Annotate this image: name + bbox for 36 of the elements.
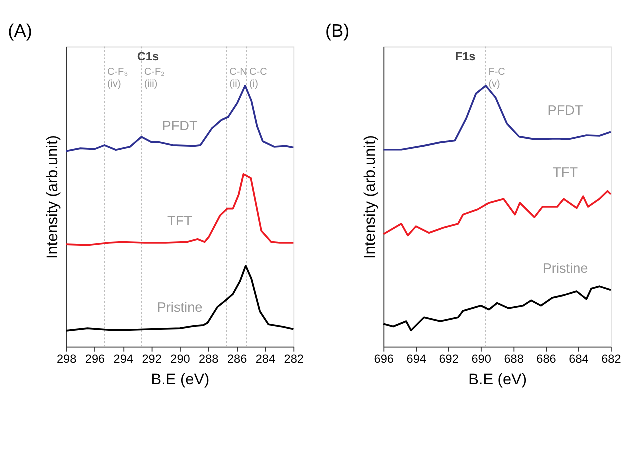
x-tick-label: 298 [56, 352, 78, 366]
ref-line-label: F-C (v) [488, 66, 506, 90]
series-label: PFDT [162, 118, 198, 134]
series-label: Pristine [157, 300, 203, 316]
x-tick-label: 290 [170, 352, 191, 366]
x-axis-title: B.E (eV) [468, 372, 527, 389]
x-tick-label: 686 [536, 352, 557, 366]
series-label: Pristine [542, 260, 588, 276]
x-tick-label: 682 [602, 352, 622, 366]
x-tick-label: 696 [374, 352, 394, 366]
ref-line-label: C-F₃ (iv) [107, 66, 128, 90]
ref-line-label: C-N (ii) [230, 66, 248, 90]
x-tick-label: 692 [439, 352, 459, 366]
x-tick-label: 288 [199, 352, 220, 366]
x-tick-label: 286 [227, 352, 248, 366]
x-tick-label: 292 [142, 352, 162, 366]
ref-line-label: C-C (i) [250, 66, 268, 90]
text: C1s [137, 49, 160, 64]
x-tick-label: 294 [114, 352, 134, 366]
x-tick-label: 284 [256, 352, 276, 366]
x-tick-label: 296 [85, 352, 106, 366]
x-axis-title: B.E (eV) [151, 372, 210, 389]
y-axis-title: Intensity (arb.unit) [362, 135, 380, 260]
y-axis-title: Intensity (arb.unit) [44, 135, 62, 260]
series-label: TFT [553, 165, 579, 180]
ref-line-label: C-F₂ (iii) [144, 66, 166, 90]
chart-title: (A) [8, 21, 32, 42]
x-tick-label: 282 [284, 352, 304, 366]
x-tick-label: 684 [569, 352, 590, 366]
series-label: TFT [168, 214, 194, 229]
x-tick-label: 694 [406, 352, 427, 366]
chart-title: (B) [326, 21, 350, 42]
series-label: PFDT [548, 102, 584, 118]
text: F1s [455, 49, 476, 64]
x-tick-label: 690 [472, 352, 492, 366]
x-tick-label: 688 [504, 352, 524, 366]
